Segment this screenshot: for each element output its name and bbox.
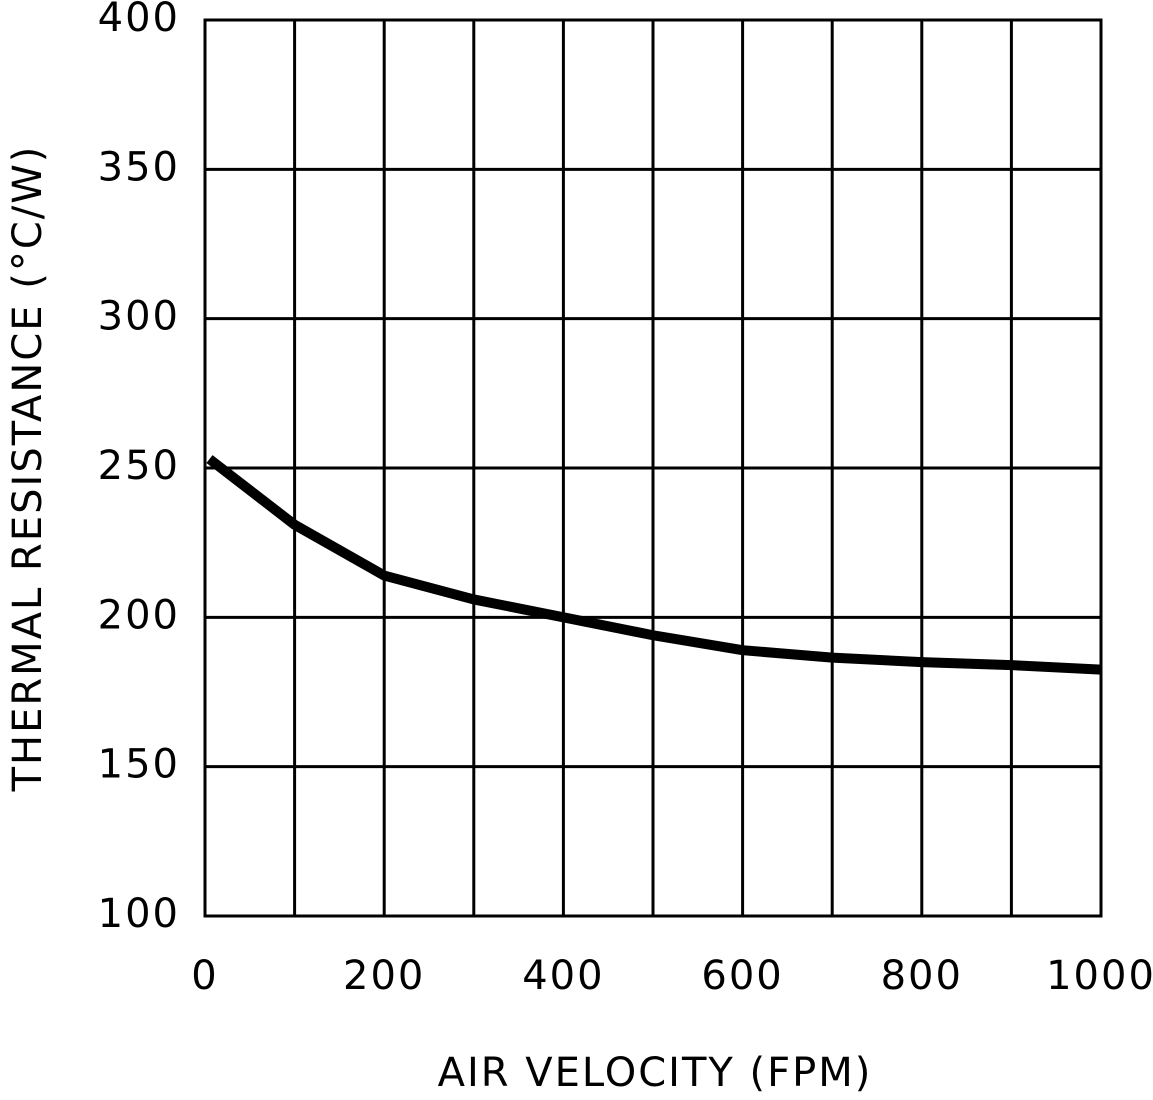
y-tick-label: 100 (98, 891, 180, 937)
x-tick-label: 0 (191, 953, 218, 999)
x-tick-label: 600 (701, 953, 783, 999)
x-tick-label: 1000 (1046, 953, 1153, 999)
data-line (206, 455, 1102, 675)
y-axis-label: THERMAL RESISTANCE (°C/W) (5, 145, 51, 793)
x-axis-label: AIR VELOCITY (FPM) (438, 1050, 873, 1096)
x-tick-label: 200 (343, 953, 425, 999)
y-tick-label: 350 (98, 144, 180, 190)
y-tick-label: 400 (98, 0, 180, 41)
x-tick-label: 400 (522, 953, 604, 999)
y-tick-label: 250 (98, 443, 180, 489)
x-tick-label: 800 (881, 953, 963, 999)
y-tick-label: 150 (98, 742, 180, 788)
y-tick-label: 200 (98, 592, 180, 638)
plot-border (203, 18, 1103, 918)
y-tick-label: 300 (98, 294, 180, 340)
